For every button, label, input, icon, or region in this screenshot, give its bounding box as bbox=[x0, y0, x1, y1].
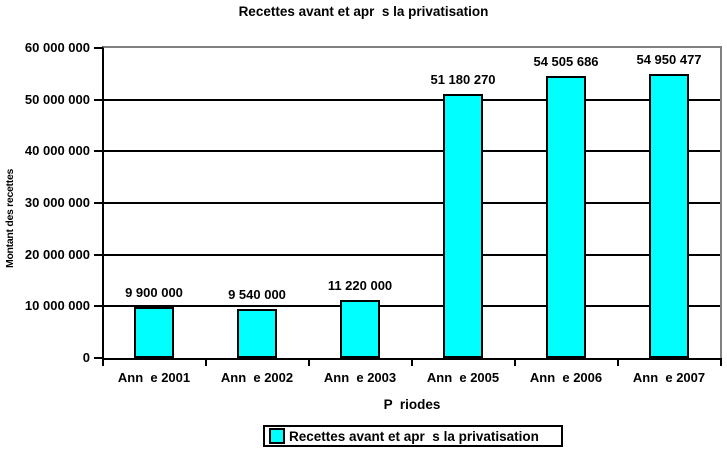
gridline bbox=[104, 202, 720, 204]
bar-value-label: 11 220 000 bbox=[327, 278, 393, 293]
x-axis-tick bbox=[205, 358, 207, 366]
y-axis-tick-label: 0 bbox=[82, 350, 90, 365]
x-axis-category-label: Ann e 2005 bbox=[426, 370, 500, 385]
x-axis-tick bbox=[720, 358, 722, 366]
bar bbox=[443, 94, 483, 358]
y-axis-tick bbox=[94, 99, 102, 101]
bar bbox=[649, 74, 689, 358]
y-axis-tick-label: 60 000 000 bbox=[24, 40, 90, 55]
y-axis-tick bbox=[94, 202, 102, 204]
bar-value-label: 51 180 270 bbox=[430, 72, 496, 87]
x-axis-category-label: Ann e 2001 bbox=[117, 370, 191, 385]
legend-swatch bbox=[269, 428, 285, 444]
x-axis-category-label: Ann e 2003 bbox=[323, 370, 397, 385]
x-axis-tick bbox=[102, 358, 104, 366]
gridline bbox=[104, 150, 720, 152]
bar-value-label: 9 900 000 bbox=[125, 285, 183, 300]
x-axis-category-label: Ann e 2007 bbox=[632, 370, 706, 385]
legend-box: Recettes avant et apr s la privatisation bbox=[263, 425, 563, 447]
bar-value-label: 54 505 686 bbox=[533, 54, 599, 69]
legend-label: Recettes avant et apr s la privatisation bbox=[289, 428, 539, 444]
gridline bbox=[104, 254, 720, 256]
y-axis-tick bbox=[94, 305, 102, 307]
y-axis-tick-label: 30 000 000 bbox=[24, 195, 90, 210]
x-axis-tick bbox=[308, 358, 310, 366]
x-axis-title: P riodes bbox=[383, 397, 441, 412]
gridline bbox=[104, 305, 720, 307]
bar bbox=[340, 300, 380, 358]
x-axis-tick bbox=[514, 358, 516, 366]
bar-value-label: 54 950 477 bbox=[636, 52, 702, 67]
x-axis-category-label: Ann e 2002 bbox=[220, 370, 294, 385]
y-axis-tick-label: 40 000 000 bbox=[24, 143, 90, 158]
x-axis-category-label: Ann e 2006 bbox=[529, 370, 603, 385]
bar bbox=[237, 309, 277, 358]
y-axis-tick bbox=[94, 150, 102, 152]
bar bbox=[134, 307, 174, 358]
y-axis-tick-label: 50 000 000 bbox=[24, 92, 90, 107]
gridline bbox=[104, 99, 720, 101]
x-axis-tick bbox=[411, 358, 413, 366]
y-axis-tick-label: 20 000 000 bbox=[24, 247, 90, 262]
x-axis-tick bbox=[617, 358, 619, 366]
bar bbox=[546, 76, 586, 358]
y-axis-tick-label: 10 000 000 bbox=[24, 298, 90, 313]
y-axis-tick bbox=[94, 47, 102, 49]
y-axis-tick bbox=[94, 254, 102, 256]
y-axis-tick bbox=[94, 357, 102, 359]
chart-title: Recettes avant et apr s la privatisation bbox=[238, 4, 489, 19]
bar-value-label: 9 540 000 bbox=[228, 287, 286, 302]
